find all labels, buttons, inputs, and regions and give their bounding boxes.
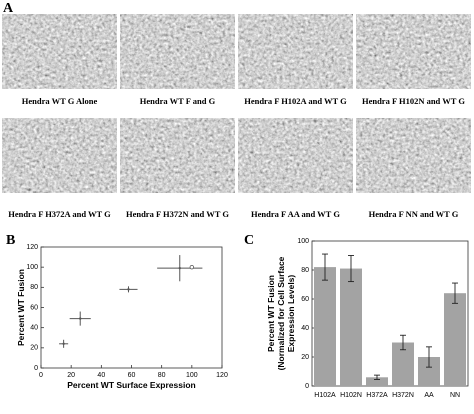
x-tick-label: NN (450, 392, 460, 399)
y-tick-label: 0 (34, 365, 38, 372)
x-tick-label: H372N (392, 392, 414, 399)
point (62, 342, 65, 345)
point (189, 264, 195, 270)
bar (444, 293, 466, 386)
micrograph (120, 14, 235, 89)
bar (418, 357, 440, 386)
y-tick-label: 80 (30, 284, 38, 291)
panel-label: B (6, 233, 15, 248)
x-tick-label: 100 (186, 372, 198, 379)
y-tick-label: 40 (30, 325, 38, 332)
micrograph (2, 118, 117, 193)
bar-chart: 0 20 40 60 80 100 Percent WT Fusion (Normalized… (266, 238, 469, 399)
x-tick-label: 0 (39, 372, 43, 379)
point (79, 317, 82, 320)
x-tick-label: 20 (67, 372, 75, 379)
scatter-chart: 0 20 40 60 80 100 120 0 20 40 60 80 100 120 Percent WT… (16, 244, 228, 390)
y-tick-label: 40 (301, 325, 309, 332)
y-tick-label: 100 (26, 264, 38, 271)
plot-frame (40, 246, 223, 369)
point (178, 266, 181, 270)
x-tick-label: AA (424, 392, 434, 399)
micrograph (356, 14, 471, 89)
caption: Hendra F H372N and WT G (126, 209, 229, 219)
y-axis-label: (Normalized for Cell Surface (276, 256, 286, 370)
micrograph (238, 118, 353, 193)
caption: Hendra F NN and WT G (369, 209, 459, 219)
y-tick-label: 120 (26, 244, 38, 251)
y-tick-label: 20 (30, 345, 38, 352)
x-tick-label: 80 (158, 372, 166, 379)
x-tick-label: H102A (314, 392, 336, 399)
micrograph (2, 14, 117, 89)
y-tick-label: 80 (301, 267, 309, 274)
x-tick-label: H102N (340, 392, 362, 399)
caption: Hendra F AA and WT G (251, 209, 340, 219)
y-axis-label: Percent WT Fusion (266, 275, 276, 352)
panel-label: C (244, 233, 254, 248)
plot-frame (311, 240, 469, 387)
y-tick-label: 100 (297, 238, 309, 245)
panel-label: A (3, 1, 14, 16)
caption: Hendra WT F and G (140, 96, 216, 106)
y-tick-label: 60 (301, 296, 309, 303)
caption: Hendra F H372A and WT G (8, 209, 111, 219)
bar (340, 268, 362, 386)
bar (392, 342, 414, 386)
y-tick-label: 0 (305, 383, 309, 390)
micrograph (120, 118, 235, 193)
caption: Hendra F H102A and WT G (244, 96, 347, 106)
micrographs: Hendra WT G Alone Hendra WT F and G Hendra… (2, 14, 471, 219)
x-tick-label: 40 (97, 372, 105, 379)
y-tick-label: 60 (30, 304, 38, 311)
y-axis-label: Expression Levels) (286, 275, 296, 353)
micrograph (238, 14, 353, 89)
caption: Hendra F H102N and WT G (362, 96, 465, 106)
y-tick-label: 20 (301, 354, 309, 361)
x-tick-label: 120 (216, 372, 228, 379)
caption: Hendra WT G Alone (22, 96, 98, 106)
point (127, 288, 130, 291)
bar (366, 377, 388, 386)
x-tick-label: H372A (366, 392, 388, 399)
y-axis-label: Percent WT Fusion (16, 269, 26, 346)
micrograph (356, 118, 471, 193)
bar (314, 267, 336, 386)
x-tick-label: 60 (128, 372, 136, 379)
x-axis-label: Percent WT Surface Expression (67, 380, 196, 390)
